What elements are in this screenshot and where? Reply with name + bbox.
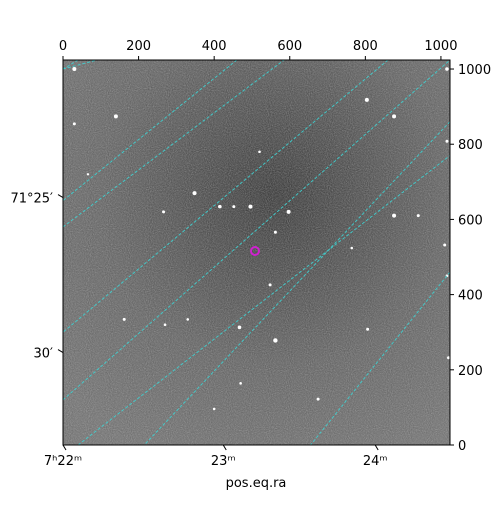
ra-tick [222,444,227,451]
star-point [237,325,242,330]
star-point [162,210,166,214]
grid-line [63,60,79,70]
x-tick-label-top: 800 [353,39,378,54]
star-point [113,114,118,119]
y-tick-label-right: 400 [458,289,483,304]
y-tick-label-right: 1000 [458,63,491,78]
star-point [392,114,397,119]
star-point [364,97,369,102]
x-tick-label-top: 1000 [424,39,457,54]
image-noise [63,60,450,445]
x-tick-label-top: 600 [277,39,302,54]
grid-line [77,155,450,445]
grid-line [63,60,389,333]
star-point [273,338,278,343]
star-point [72,122,76,126]
star-point [350,246,354,250]
y-tick-label-right: 800 [458,138,483,153]
star-point [445,139,449,143]
y-tick-label-right: 600 [458,213,483,228]
dec-tick [57,349,64,353]
star-point [122,317,126,321]
star-point [86,173,90,176]
star-point [212,407,216,411]
star-point [72,67,77,72]
star-point [248,204,253,209]
y-tick-label-right: 200 [458,364,483,379]
star-point [286,209,291,214]
dec-tick [57,194,64,199]
ra-tick [62,444,67,451]
x-tick-label-top: 0 [59,39,67,54]
star-point [273,230,277,234]
star-point [446,356,450,360]
grid-line [63,60,238,202]
star-point [239,382,242,385]
star-point [192,191,197,196]
star-point [445,67,449,71]
target-marker-layer [249,245,260,256]
star-point [218,204,222,209]
star-point [232,205,236,209]
y-tick-label-right: 0 [458,439,466,454]
axes-ticks: 0 200 400 600 800 1000 0 200 400 600 800 1000 7ʰ22ᵐ 2… [10,39,491,469]
x-axis-label: pos.eq.ra [226,476,287,491]
grid-line [143,121,450,445]
star-point [186,318,190,321]
star-point [416,214,420,218]
ra-tick [374,444,379,451]
star-point [366,327,370,331]
star-point [163,323,167,326]
grid-line [310,271,450,445]
star-point [268,283,272,287]
grid-line [63,60,98,70]
coordinate-grid [63,60,450,445]
star-point [316,397,320,401]
ra-tick-label: 7ʰ22ᵐ [44,454,82,469]
grid-line [63,60,450,401]
star-point [392,213,397,218]
x-tick-label-top: 200 [126,39,151,54]
dec-tick-label: 71°25′ [10,192,53,207]
stars-layer [72,67,450,411]
grid-line [63,60,285,228]
plot-frame [62,59,451,446]
ra-tick-label: 23ᵐ [211,454,236,469]
x-tick-label-top: 400 [202,39,227,54]
ra-tick-label: 24ᵐ [363,454,388,469]
dec-tick-label: 30′ [34,347,54,362]
star-point [258,150,261,154]
sky-image [63,60,450,445]
star-point [443,243,447,247]
target-marker [249,245,260,256]
